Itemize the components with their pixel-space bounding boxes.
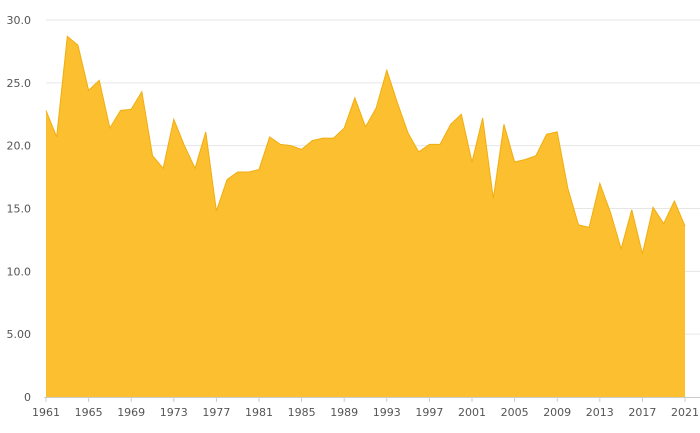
x-tick-label: 1965: [75, 406, 103, 419]
x-tick-label: 2017: [628, 406, 656, 419]
x-tick-label: 2009: [543, 406, 571, 419]
x-tick-label: 1997: [415, 406, 443, 419]
series-line: [45, 35, 686, 254]
y-tick-label: 30.0: [7, 14, 32, 27]
y-tick-label: 15.0: [7, 203, 32, 216]
x-tick-label: 1969: [117, 406, 145, 419]
y-tick-label: 20.0: [7, 140, 32, 153]
series-area: [46, 36, 685, 398]
y-tick-label: 5.00: [7, 328, 32, 341]
x-tick-label: 2005: [501, 406, 529, 419]
series-layer: [45, 35, 686, 398]
x-tick-label: 1985: [288, 406, 316, 419]
x-tick-label: 1981: [245, 406, 273, 419]
x-tick-label: 1973: [160, 406, 188, 419]
x-tick-label: 1993: [373, 406, 401, 419]
x-tick-label: 1989: [330, 406, 358, 419]
y-tick-label: 10.0: [7, 265, 32, 278]
x-tick-label: 2013: [586, 406, 614, 419]
x-tick-label: 2001: [458, 406, 486, 419]
y-tick-label: 0: [24, 391, 31, 404]
x-tick-label: 1961: [32, 406, 60, 419]
x-axis-ticks: 1961 1965 1969 1973 1977 1981 1985 1989 1993 1997…: [32, 397, 699, 419]
x-tick-label: 1977: [202, 406, 230, 419]
y-axis-ticks: 0 5.00 10.0 15.0 20.0 25.0 30.0: [7, 14, 32, 404]
x-tick-label: 2021: [671, 406, 699, 419]
y-tick-label: 25.0: [7, 77, 32, 90]
